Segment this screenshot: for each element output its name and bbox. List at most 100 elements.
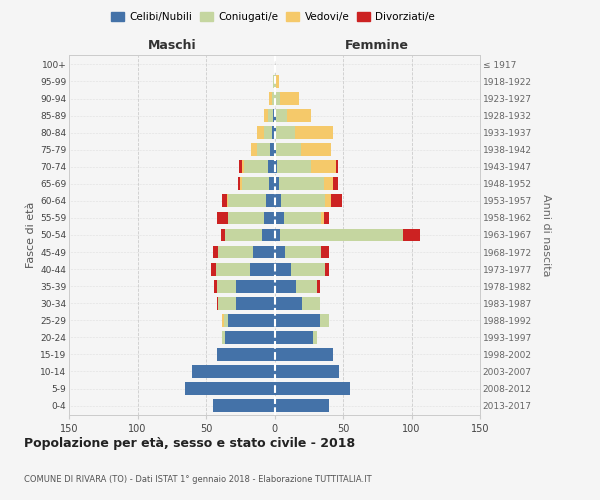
Bar: [251, 144, 257, 156]
Bar: [244, 160, 268, 173]
Bar: [311, 160, 336, 173]
Bar: [250, 262, 275, 276]
Bar: [269, 178, 275, 190]
Bar: [275, 126, 276, 139]
Bar: [263, 109, 268, 122]
Bar: [211, 262, 215, 276]
Bar: [275, 348, 334, 361]
Bar: [214, 280, 217, 292]
Bar: [295, 126, 334, 139]
Bar: [223, 194, 227, 207]
Bar: [263, 126, 272, 139]
Bar: [275, 178, 278, 190]
Bar: [301, 144, 331, 156]
Bar: [236, 297, 275, 310]
Bar: [284, 212, 321, 224]
Bar: [275, 75, 276, 88]
Bar: [313, 331, 317, 344]
Bar: [218, 246, 253, 258]
Bar: [275, 109, 276, 122]
Bar: [215, 262, 250, 276]
Bar: [275, 194, 281, 207]
Bar: [223, 331, 225, 344]
Bar: [242, 178, 269, 190]
Bar: [224, 314, 228, 326]
Bar: [403, 228, 420, 241]
Bar: [213, 246, 218, 258]
Bar: [276, 109, 287, 122]
Bar: [278, 178, 324, 190]
Bar: [286, 246, 321, 258]
Bar: [273, 75, 275, 88]
Y-axis label: Anni di nascita: Anni di nascita: [541, 194, 551, 276]
Bar: [257, 126, 263, 139]
Text: Maschi: Maschi: [148, 40, 196, 52]
Bar: [320, 314, 329, 326]
Bar: [325, 262, 329, 276]
Bar: [217, 297, 218, 310]
Bar: [257, 144, 271, 156]
Bar: [268, 109, 273, 122]
Bar: [280, 92, 299, 105]
Y-axis label: Fasce di età: Fasce di età: [26, 202, 36, 268]
Bar: [275, 212, 284, 224]
Bar: [275, 399, 329, 412]
Bar: [271, 144, 275, 156]
Bar: [236, 280, 275, 292]
Bar: [225, 331, 275, 344]
Bar: [275, 228, 280, 241]
Bar: [253, 246, 275, 258]
Bar: [273, 109, 275, 122]
Bar: [331, 194, 341, 207]
Bar: [275, 246, 286, 258]
Bar: [324, 178, 334, 190]
Bar: [221, 228, 225, 241]
Bar: [275, 382, 350, 395]
Bar: [324, 212, 329, 224]
Bar: [287, 109, 311, 122]
Bar: [239, 160, 242, 173]
Bar: [242, 160, 244, 173]
Bar: [336, 160, 338, 173]
Bar: [275, 331, 313, 344]
Bar: [240, 178, 242, 190]
Bar: [227, 194, 228, 207]
Bar: [272, 126, 275, 139]
Bar: [218, 297, 236, 310]
Bar: [275, 297, 302, 310]
Bar: [217, 348, 275, 361]
Bar: [280, 228, 403, 241]
Bar: [291, 262, 325, 276]
Bar: [281, 194, 325, 207]
Bar: [302, 297, 320, 310]
Bar: [193, 365, 275, 378]
Text: Popolazione per età, sesso e stato civile - 2018: Popolazione per età, sesso e stato civil…: [24, 438, 355, 450]
Bar: [223, 314, 224, 326]
Bar: [275, 160, 277, 173]
Bar: [334, 178, 338, 190]
Bar: [266, 194, 275, 207]
Bar: [275, 144, 276, 156]
Bar: [325, 194, 331, 207]
Bar: [217, 280, 236, 292]
Bar: [225, 228, 262, 241]
Bar: [296, 280, 317, 292]
Legend: Celibi/Nubili, Coniugati/e, Vedovi/e, Divorziati/e: Celibi/Nubili, Coniugati/e, Vedovi/e, Di…: [107, 8, 439, 26]
Bar: [262, 228, 275, 241]
Bar: [321, 246, 329, 258]
Text: Femmine: Femmine: [345, 40, 409, 52]
Bar: [276, 126, 295, 139]
Bar: [275, 314, 320, 326]
Bar: [275, 280, 296, 292]
Bar: [276, 75, 278, 88]
Bar: [228, 194, 266, 207]
Bar: [217, 212, 228, 224]
Bar: [321, 212, 324, 224]
Bar: [268, 160, 275, 173]
Bar: [275, 365, 339, 378]
Bar: [228, 314, 275, 326]
Bar: [213, 399, 275, 412]
Bar: [275, 92, 280, 105]
Bar: [269, 92, 272, 105]
Bar: [277, 160, 311, 173]
